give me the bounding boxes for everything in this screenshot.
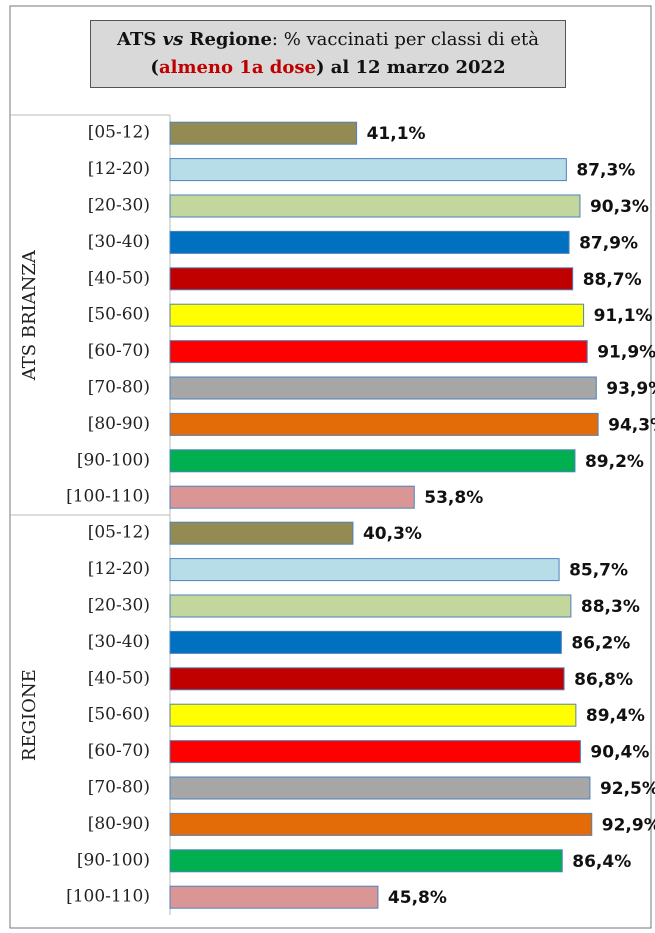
value-label: 90,4% xyxy=(590,743,649,763)
value-label: 88,3% xyxy=(581,597,640,617)
bar xyxy=(169,849,563,873)
bar xyxy=(169,630,562,654)
bar xyxy=(169,703,577,727)
bar xyxy=(169,449,576,473)
category-label: [90-100) xyxy=(77,850,150,870)
bar xyxy=(169,230,570,254)
bar xyxy=(169,194,581,218)
category-label: [40-50) xyxy=(88,268,150,288)
bar xyxy=(169,776,591,800)
title-part: almeno 1a dose xyxy=(158,57,316,78)
category-label: [70-80) xyxy=(88,778,150,798)
category-label: [12-20) xyxy=(88,159,150,179)
value-label: 94,3% xyxy=(608,415,655,435)
value-label: 89,4% xyxy=(586,706,645,726)
value-label: 87,3% xyxy=(576,161,635,181)
value-label: 86,8% xyxy=(574,670,633,690)
bar xyxy=(169,303,585,327)
category-label: [12-20) xyxy=(88,559,150,579)
bar xyxy=(169,740,581,764)
value-label: 92,5% xyxy=(600,779,655,799)
value-label: 87,9% xyxy=(579,233,638,253)
category-label: [50-60) xyxy=(88,305,150,325)
bar xyxy=(169,158,567,182)
bar xyxy=(169,812,593,836)
bar xyxy=(169,340,588,364)
value-label: 85,7% xyxy=(569,561,628,581)
value-label: 91,1% xyxy=(594,306,653,326)
value-label: 89,2% xyxy=(585,452,644,472)
value-label: 45,8% xyxy=(388,888,447,908)
bar xyxy=(169,667,565,691)
value-label: 41,1% xyxy=(367,124,426,144)
category-label: [80-90) xyxy=(88,814,150,834)
title-part: vs xyxy=(162,29,184,50)
category-label: [90-100) xyxy=(77,450,150,470)
value-label: 88,7% xyxy=(583,270,642,290)
value-label: 86,2% xyxy=(571,633,630,653)
title-part: : % vaccinati per classi di età xyxy=(271,29,540,50)
category-label: [05-12) xyxy=(88,123,150,143)
bar xyxy=(169,267,574,291)
bar xyxy=(169,521,354,545)
category-label: [100-110) xyxy=(66,487,150,507)
category-label: [40-50) xyxy=(88,668,150,688)
category-label: [70-80) xyxy=(88,378,150,398)
value-label: 92,9% xyxy=(602,815,655,835)
category-label: [30-40) xyxy=(88,632,150,652)
chart-title: ATS vs Regione: % vaccinati per classi d… xyxy=(90,20,566,88)
category-label: [60-70) xyxy=(88,341,150,361)
bar xyxy=(169,594,572,618)
category-label: [05-12) xyxy=(88,523,150,543)
frame xyxy=(9,5,652,929)
title-part: ( xyxy=(150,57,159,78)
value-label: 90,3% xyxy=(590,197,649,217)
title-part: Regione xyxy=(189,29,272,50)
bar xyxy=(169,376,597,400)
bar xyxy=(169,121,358,145)
bar xyxy=(169,558,560,582)
bar xyxy=(169,485,415,509)
group-label: ATS BRIANZA xyxy=(19,249,40,381)
bar xyxy=(169,885,379,909)
value-label: 91,9% xyxy=(597,343,655,363)
category-label: [30-40) xyxy=(88,232,150,252)
title-part: ) al 12 marzo 2022 xyxy=(315,57,506,78)
category-label: [20-30) xyxy=(88,596,150,616)
title-part: ATS xyxy=(116,29,157,50)
category-label: [20-30) xyxy=(88,196,150,216)
category-label: [50-60) xyxy=(88,705,150,725)
value-label: 53,8% xyxy=(424,488,483,508)
bar xyxy=(169,412,599,436)
category-label: [60-70) xyxy=(88,741,150,761)
category-label: [80-90) xyxy=(88,414,150,434)
value-label: 40,3% xyxy=(363,524,422,544)
value-label: 93,9% xyxy=(606,379,655,399)
value-label: 86,4% xyxy=(572,852,631,872)
category-label: [100-110) xyxy=(66,887,150,907)
group-label: REGIONE xyxy=(19,669,40,761)
